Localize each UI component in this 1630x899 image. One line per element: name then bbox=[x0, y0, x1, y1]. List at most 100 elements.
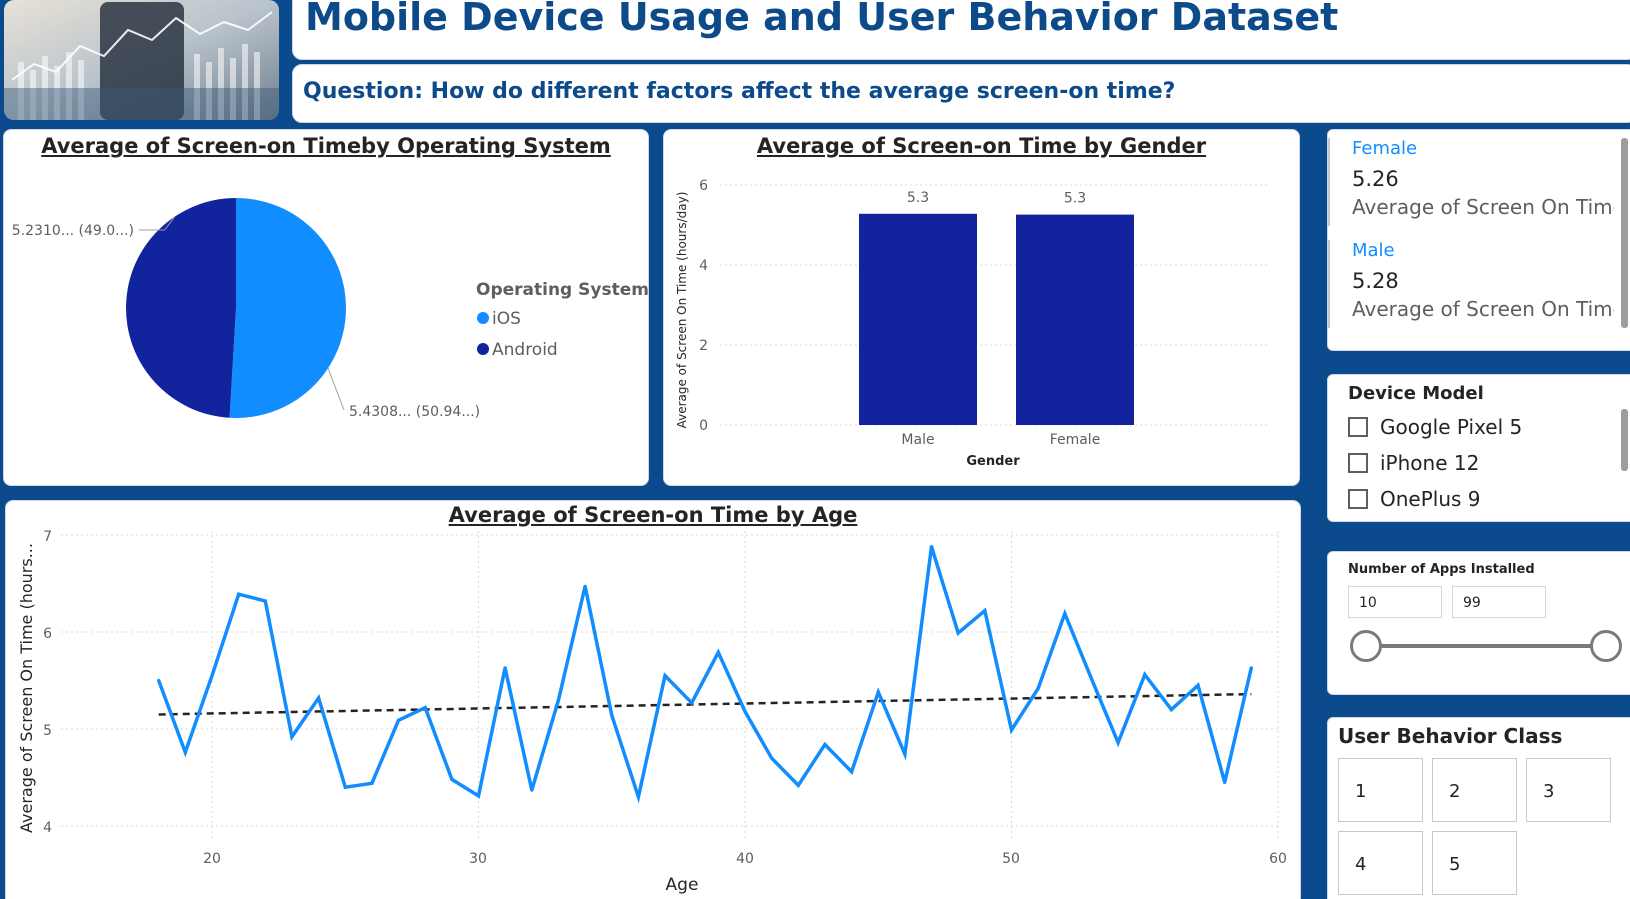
line-point-age-22[interactable] bbox=[263, 599, 267, 603]
bar-ytick-4: 4 bbox=[699, 258, 708, 274]
pie-chart: 5.4308... (50.94...) 5.2310... (49.0...)… bbox=[12, 198, 649, 420]
line-point-age-24[interactable] bbox=[317, 696, 321, 700]
line-point-age-40[interactable] bbox=[743, 709, 747, 714]
line-point-age-26[interactable] bbox=[370, 781, 374, 785]
card-male-label: Male bbox=[1352, 240, 1395, 261]
bar-x-axis-title: Gender bbox=[966, 454, 1020, 469]
line-point-age-36[interactable] bbox=[636, 795, 641, 799]
line-point-age-29[interactable] bbox=[450, 777, 454, 782]
line-point-age-54[interactable] bbox=[1116, 740, 1120, 745]
line-point-age-41[interactable] bbox=[770, 756, 774, 760]
line-point-age-32[interactable] bbox=[530, 788, 534, 792]
line-point-age-56[interactable] bbox=[1169, 708, 1173, 712]
line-point-age-44[interactable] bbox=[850, 770, 854, 774]
apps-slider-max-handle[interactable] bbox=[1590, 630, 1622, 662]
apps-min-input[interactable]: 10 bbox=[1348, 586, 1442, 618]
line-point-age-39[interactable] bbox=[716, 650, 720, 654]
line-point-age-33[interactable] bbox=[556, 698, 561, 702]
title-box: Mobile Device Usage and User Behavior Da… bbox=[292, 0, 1630, 60]
bar-gridlines bbox=[720, 184, 1270, 426]
line-point-age-47[interactable] bbox=[929, 545, 934, 549]
bar-female[interactable] bbox=[1016, 214, 1134, 425]
bar-ytick-0: 0 bbox=[699, 418, 708, 434]
line-point-age-45[interactable] bbox=[876, 690, 880, 694]
checkbox[interactable] bbox=[1348, 417, 1368, 437]
line-series-screen-on-time[interactable] bbox=[157, 546, 1254, 804]
line-point-age-57[interactable] bbox=[1196, 683, 1200, 687]
bar-y-axis-title: Average of Screen On Time (hours/day) bbox=[675, 192, 689, 429]
card-female-desc: Average of Screen On Time ... bbox=[1352, 195, 1614, 219]
apps-slider-min-handle[interactable] bbox=[1350, 630, 1382, 662]
line-point-age-23[interactable] bbox=[290, 735, 294, 739]
class-tile-1[interactable]: 1 bbox=[1338, 758, 1423, 822]
class-tile-3[interactable]: 3 bbox=[1526, 758, 1611, 822]
class-tile-5[interactable]: 5 bbox=[1432, 831, 1517, 895]
line-point-age-59[interactable] bbox=[1249, 666, 1253, 670]
pie-leader-android bbox=[164, 216, 176, 231]
line-trendline bbox=[158, 692, 1252, 716]
line-point-age-30[interactable] bbox=[476, 794, 481, 798]
line-point-age-21[interactable] bbox=[237, 592, 241, 596]
checkbox[interactable] bbox=[1348, 453, 1368, 473]
card-female[interactable]: Female 5.26 Average of Screen On Time ..… bbox=[1328, 138, 1614, 226]
card-male-value: 5.28 bbox=[1352, 269, 1399, 293]
line-point-age-35[interactable] bbox=[610, 713, 614, 718]
line-point-age-37[interactable] bbox=[663, 674, 667, 678]
line-gridlines bbox=[61, 531, 1281, 841]
line-point-age-18[interactable] bbox=[157, 678, 161, 683]
bar-ytick-6: 6 bbox=[699, 178, 708, 194]
line-point-age-46[interactable] bbox=[903, 752, 907, 756]
line-ytick-7: 7 bbox=[43, 529, 52, 545]
device-option-iphone-12[interactable]: iPhone 12 bbox=[1348, 451, 1479, 475]
line-point-age-27[interactable] bbox=[396, 718, 401, 722]
line-point-age-38[interactable] bbox=[690, 701, 694, 705]
line-point-age-58[interactable] bbox=[1223, 780, 1227, 784]
bar-xtick-male: Male bbox=[901, 432, 934, 448]
line-point-age-52[interactable] bbox=[1063, 611, 1067, 616]
device-option-google-pixel-5[interactable]: Google Pixel 5 bbox=[1348, 415, 1522, 439]
line-point-age-50[interactable] bbox=[1009, 728, 1014, 732]
bar-male[interactable] bbox=[859, 213, 977, 425]
class-tile-2[interactable]: 2 bbox=[1432, 758, 1517, 822]
apps-installed-slicer: Number of Apps Installed 10 99 bbox=[1327, 551, 1630, 695]
pie-slice-ios[interactable] bbox=[229, 198, 347, 418]
device-option-oneplus-9[interactable]: OnePlus 9 bbox=[1348, 487, 1481, 511]
bar-xtick-female: Female bbox=[1050, 432, 1101, 448]
line-ytick-6: 6 bbox=[43, 626, 52, 642]
pie-legend-title: Operating System bbox=[476, 280, 649, 300]
line-point-age-31[interactable] bbox=[503, 666, 507, 670]
line-point-age-49[interactable] bbox=[983, 609, 987, 613]
checkbox[interactable] bbox=[1348, 489, 1368, 509]
line-point-age-43[interactable] bbox=[823, 742, 827, 747]
card-male[interactable]: Male 5.28 Average of Screen On Time ... bbox=[1328, 240, 1614, 328]
pie-chart-title: Average of Screen-on Timeby Operating Sy… bbox=[41, 134, 611, 158]
line-point-age-42[interactable] bbox=[796, 783, 800, 787]
legend-label-ios[interactable]: iOS bbox=[492, 309, 521, 329]
header-image bbox=[4, 0, 279, 120]
line-point-age-34[interactable] bbox=[583, 584, 587, 589]
line-x-axis-title: Age bbox=[666, 875, 699, 895]
apps-slider-track[interactable] bbox=[1368, 644, 1604, 648]
page-title: Mobile Device Usage and User Behavior Da… bbox=[305, 0, 1339, 39]
line-point-age-51[interactable] bbox=[1036, 686, 1040, 690]
line-point-age-25[interactable] bbox=[343, 785, 347, 789]
legend-label-android[interactable]: Android bbox=[492, 340, 558, 360]
line-point-age-53[interactable] bbox=[1089, 676, 1094, 681]
line-point-age-20[interactable] bbox=[210, 674, 214, 678]
device-slicer-scrollbar[interactable] bbox=[1621, 409, 1628, 471]
bar-data-label-female: 5.3 bbox=[1064, 191, 1086, 207]
line-point-age-28[interactable] bbox=[423, 706, 427, 710]
line-point-age-55[interactable] bbox=[1143, 673, 1147, 677]
apps-max-input[interactable]: 99 bbox=[1452, 586, 1546, 618]
line-chart-title: Average of Screen-on Time by Age bbox=[448, 503, 858, 527]
cards-scrollbar[interactable] bbox=[1621, 138, 1628, 328]
device-model-slicer: Device Model Google Pixel 5 iPhone 12 On… bbox=[1327, 374, 1630, 522]
pie-chart-panel[interactable]: Average of Screen-on Timeby Operating Sy… bbox=[3, 129, 649, 486]
bar-chart-panel[interactable]: Average of Screen-on Time by Gender 6 4 … bbox=[663, 129, 1300, 486]
class-tile-4[interactable]: 4 bbox=[1338, 831, 1423, 895]
line-point-age-48[interactable] bbox=[956, 631, 960, 635]
line-point-age-19[interactable] bbox=[183, 750, 187, 754]
line-points bbox=[157, 545, 1253, 799]
pie-slice-android[interactable] bbox=[126, 198, 236, 418]
line-chart-panel[interactable]: Average of Screen-on Time by Age 7 6 5 4… bbox=[5, 500, 1301, 899]
